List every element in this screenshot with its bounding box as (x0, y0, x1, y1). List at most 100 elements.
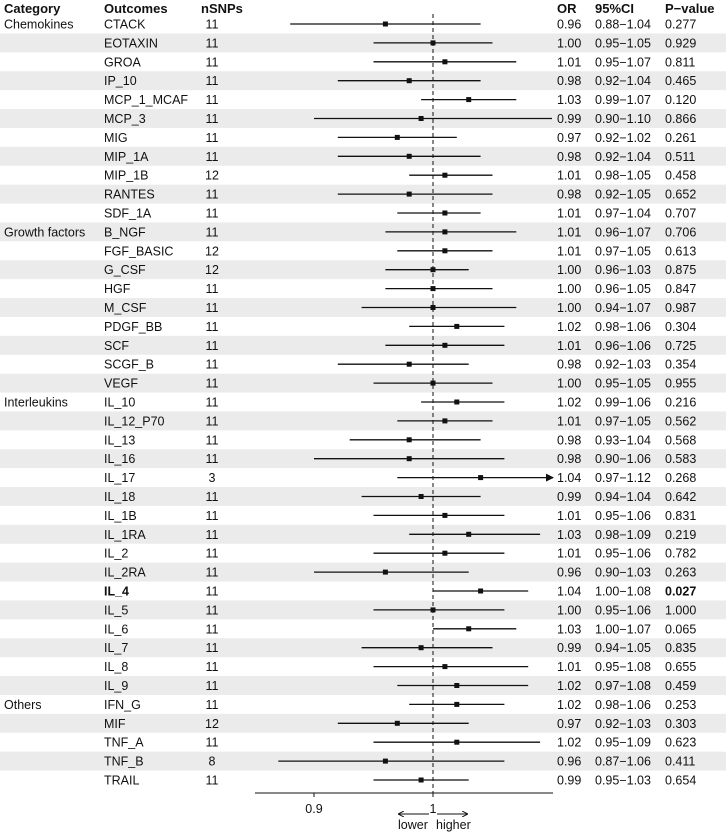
row-nsnps: 11 (206, 188, 219, 202)
row-95ci: 0.97−1.08 (595, 679, 651, 693)
table-row: MCP_3 11 0.99 0.90−1.10 0.866 (104, 112, 696, 126)
row-or: 1.01 (557, 207, 581, 221)
row-or: 1.02 (557, 320, 581, 334)
row-95ci: 0.98−1.06 (595, 320, 651, 334)
row-or: 1.02 (557, 679, 581, 693)
row-95ci: 0.95−1.07 (595, 55, 651, 69)
row-p-value: 0.277 (665, 18, 696, 32)
row-or: 1.03 (557, 622, 581, 636)
table-row: Growth factors B_NGF 11 1.01 0.96−1.07 0.706 (4, 225, 696, 239)
row-p-value: 1.000 (665, 603, 696, 617)
row-outcome: GROA (104, 55, 141, 69)
row-p-value: 0.652 (665, 188, 696, 202)
row-95ci: 0.94−1.05 (595, 641, 651, 655)
row-nsnps: 11 (206, 55, 219, 69)
header-95ci: 95%CI (595, 1, 634, 16)
table-row: MIP_1A 11 0.98 0.92−1.04 0.511 (104, 150, 695, 164)
row-p-value: 0.120 (665, 93, 696, 107)
row-outcome: TNF_B (104, 755, 144, 769)
row-or: 1.00 (557, 263, 581, 277)
or-point (442, 59, 448, 65)
row-nsnps: 11 (206, 301, 219, 315)
row-or: 1.00 (557, 377, 581, 391)
row-95ci: 0.96−1.03 (595, 263, 651, 277)
row-nsnps: 11 (206, 131, 219, 145)
row-or: 1.03 (557, 528, 581, 542)
row-outcome: MCP_3 (104, 112, 146, 126)
row-or: 1.01 (557, 169, 581, 183)
row-outcome: G_CSF (104, 263, 146, 277)
row-or: 1.01 (557, 660, 581, 674)
row-nsnps: 11 (206, 490, 219, 504)
row-nsnps: 11 (206, 225, 219, 239)
table-rows: Chemokines CTACK 11 0.96 0.88−1.04 0.277 EOTAX… (4, 18, 696, 788)
or-point (430, 305, 436, 310)
or-point (406, 361, 412, 367)
row-nsnps: 11 (206, 112, 219, 126)
row-or: 1.00 (557, 36, 581, 50)
table-row: IP_10 11 0.98 0.92−1.04 0.465 (104, 74, 696, 88)
or-point (442, 229, 448, 235)
row-outcome: IL_16 (104, 452, 135, 466)
row-outcome: FGF_BASIC (104, 244, 173, 258)
row-95ci: 0.90−1.06 (595, 452, 651, 466)
row-95ci: 0.92−1.03 (595, 717, 651, 731)
row-95ci: 0.97−1.05 (595, 244, 651, 258)
row-p-value: 0.811 (665, 55, 695, 69)
row-95ci: 0.99−1.07 (595, 93, 651, 107)
row-p-value: 0.465 (665, 74, 696, 88)
or-point (406, 153, 412, 159)
row-or: 0.97 (557, 131, 581, 145)
row-p-value: 0.782 (665, 547, 696, 561)
row-p-value: 0.875 (665, 263, 696, 277)
table-row: IL_1RA 11 1.03 0.98−1.09 0.219 (104, 528, 696, 542)
row-nsnps: 11 (206, 679, 219, 693)
row-outcome: IL_8 (104, 660, 128, 674)
row-or: 0.97 (557, 717, 581, 731)
direction-indicator: lower higher (398, 814, 471, 832)
table-row: MCP_1_MCAF 11 1.03 0.99−1.07 0.120 (104, 93, 696, 107)
row-or: 1.00 (557, 282, 581, 296)
row-95ci: 0.94−1.04 (595, 490, 651, 504)
row-95ci: 0.93−1.04 (595, 433, 651, 447)
row-p-value: 0.263 (665, 566, 696, 580)
table-row: EOTAXIN 11 1.00 0.95−1.05 0.929 (104, 36, 696, 50)
row-p-value: 0.458 (665, 169, 696, 183)
row-outcome: B_NGF (104, 225, 146, 239)
row-95ci: 0.96−1.07 (595, 225, 651, 239)
x-axis-ticks: 0.9 1 (305, 793, 437, 816)
row-nsnps: 11 (206, 433, 219, 447)
x-tick-label: 0.9 (305, 802, 322, 816)
table-row: IL_2 11 1.01 0.95−1.06 0.782 (104, 547, 696, 561)
row-nsnps: 11 (206, 585, 219, 599)
row-stripe (0, 33, 726, 53)
row-nsnps: 11 (206, 74, 219, 88)
or-point (454, 683, 460, 688)
row-95ci: 0.90−1.03 (595, 566, 651, 580)
table-row: Interleukins IL_10 11 1.02 0.99−1.06 0.216 (4, 396, 696, 410)
row-outcome: IL_2 (104, 547, 128, 561)
row-nsnps: 11 (206, 396, 219, 410)
or-point (442, 418, 448, 424)
table-row: IL_6 11 1.03 1.00−1.07 0.065 (104, 622, 696, 636)
table-row: TNF_B 8 0.96 0.87−1.06 0.411 (104, 755, 695, 769)
or-point (454, 399, 460, 405)
table-row: IL_13 11 0.98 0.93−1.04 0.568 (104, 433, 696, 447)
row-p-value: 0.987 (665, 301, 696, 315)
row-outcome: MIP_1A (104, 150, 149, 164)
x-axis: 0.9 1 (255, 792, 553, 816)
row-outcome: IL_7 (104, 641, 128, 655)
row-p-value: 0.459 (665, 679, 696, 693)
row-nsnps: 11 (206, 641, 219, 655)
row-nsnps: 11 (206, 547, 219, 561)
table-row: IL_2RA 11 0.96 0.90−1.03 0.263 (104, 566, 696, 580)
or-point (382, 569, 388, 575)
row-p-value: 0.929 (665, 36, 696, 50)
row-nsnps: 11 (206, 736, 219, 750)
row-95ci: 0.92−1.03 (595, 358, 651, 372)
row-outcome: IL_12_P70 (104, 414, 165, 428)
table-row: M_CSF 11 1.00 0.94−1.07 0.987 (104, 301, 696, 315)
row-outcome: IL_1B (104, 509, 137, 523)
row-outcome: MIP_1B (104, 169, 148, 183)
row-nsnps: 11 (206, 566, 219, 580)
